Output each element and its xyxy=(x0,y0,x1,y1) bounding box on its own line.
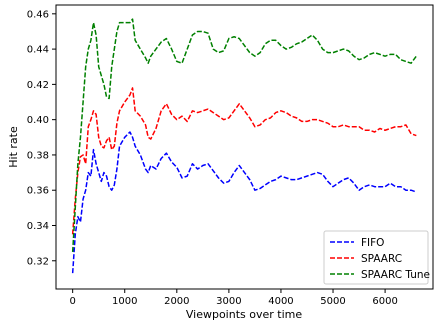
legend: FIFO SPAARC SPAARC Tune xyxy=(323,230,430,285)
x-tick-label: 6000 xyxy=(372,296,397,307)
y-tick-label: 0.46 xyxy=(27,9,49,20)
legend-label-fifo: FIFO xyxy=(361,237,384,249)
series-line-fifo xyxy=(71,131,417,274)
y-tick-label: 0.32 xyxy=(27,256,49,267)
x-tick-label: 1000 xyxy=(112,296,137,307)
series-line-spaarc-tune xyxy=(71,18,417,253)
x-tick-label: 0 xyxy=(69,296,75,307)
y-tick-label: 0.34 xyxy=(27,221,49,232)
legend-label-spaarc-tune: SPAARC Tune xyxy=(361,269,430,281)
x-tick-label: 4000 xyxy=(268,296,293,307)
legend-box xyxy=(323,230,429,285)
legend-label-spaarc: SPAARC xyxy=(361,253,402,265)
y-tick-label: 0.42 xyxy=(27,80,49,91)
y-axis: 0.32 0.34 0.36 0.38 0.40 0.42 0.44 0.46 xyxy=(27,9,56,267)
x-axis: 0 1000 2000 3000 4000 5000 6000 xyxy=(69,289,398,307)
y-axis-label: Hit rate xyxy=(7,126,20,168)
x-tick-label: 3000 xyxy=(216,296,241,307)
x-tick-label: 5000 xyxy=(320,296,345,307)
series-line-spaarc xyxy=(71,87,417,235)
y-tick-label: 0.38 xyxy=(27,150,49,161)
y-tick-label: 0.40 xyxy=(27,115,49,126)
x-axis-label: Viewpoints over time xyxy=(186,308,302,321)
series-layer xyxy=(71,18,417,274)
y-tick-label: 0.36 xyxy=(27,186,49,197)
y-tick-label: 0.44 xyxy=(27,45,49,56)
plot-area xyxy=(55,4,434,290)
x-tick-label: 2000 xyxy=(164,296,189,307)
